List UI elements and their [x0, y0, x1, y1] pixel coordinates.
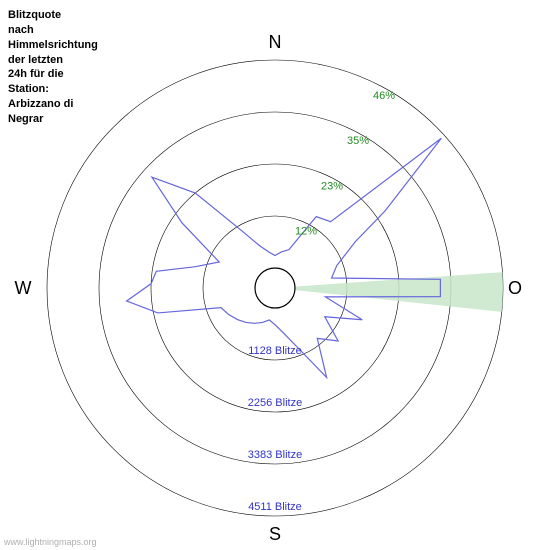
svg-text:2256 Blitze: 2256 Blitze: [248, 397, 302, 409]
svg-text:1128 Blitze: 1128 Blitze: [248, 345, 302, 357]
svg-text:W: W: [15, 278, 32, 298]
watermark: www.lightningmaps.org: [4, 537, 97, 547]
svg-text:3383 Blitze: 3383 Blitze: [248, 449, 302, 461]
svg-text:S: S: [269, 524, 281, 544]
svg-text:12%: 12%: [295, 225, 317, 237]
svg-text:23%: 23%: [321, 180, 343, 192]
svg-text:46%: 46%: [373, 90, 395, 102]
svg-text:35%: 35%: [347, 135, 369, 147]
svg-text:O: O: [508, 278, 522, 298]
svg-text:N: N: [269, 32, 282, 52]
polar-chart: N S W O 1128 Blitze 2256 Blitze 3383 Blitze 451…: [0, 0, 550, 550]
svg-text:4511 Blitze: 4511 Blitze: [248, 501, 302, 513]
